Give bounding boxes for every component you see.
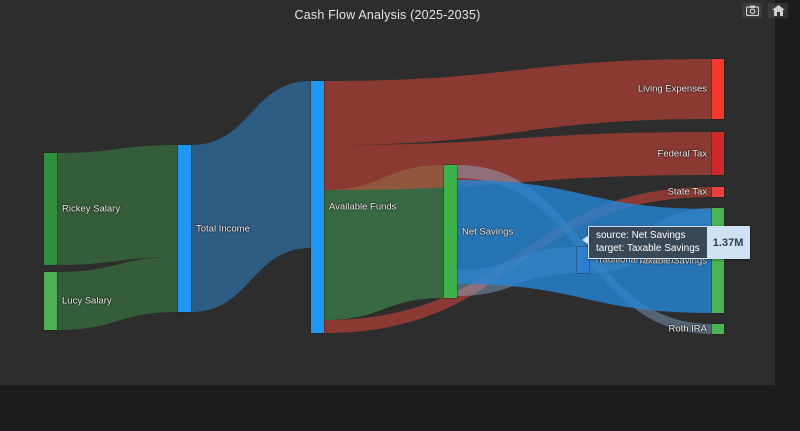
reset-view-button[interactable] (768, 3, 788, 18)
node-federal-tax[interactable] (712, 132, 724, 175)
tooltip-arrow-icon (582, 235, 589, 245)
node-label-state-tax: State Tax (667, 186, 707, 198)
link-rickey-salary-to-total-income[interactable] (57, 145, 178, 265)
node-label-net-savings: Net Savings (462, 226, 514, 237)
node-label-taxable-savings: Taxable Savings (637, 255, 707, 266)
node-taxable-savings[interactable] (712, 208, 724, 313)
tooltip-source-line: source: Net Savings (596, 230, 686, 241)
node-label-available-funds: Available Funds (329, 201, 397, 213)
sankey-plot: Cash Flow Analysis (2025-2035) source: N… (0, 0, 775, 385)
node-traditional-ira-401k[interactable] (577, 247, 589, 273)
node-label-lucy-salary: Lucy Salary (62, 295, 112, 307)
tooltip-value: 1.37M (706, 227, 750, 258)
node-label-traditional-ira-401k: Traditional IRA/401k (594, 254, 680, 266)
camera-icon (745, 5, 759, 16)
node-lucy-salary[interactable] (44, 272, 57, 330)
link-total-income-to-available-funds[interactable] (191, 81, 311, 312)
node-available-funds[interactable] (311, 81, 324, 333)
modebar (742, 3, 788, 18)
home-icon (771, 5, 785, 16)
tooltip-target-line: target: Taxable Savings (596, 242, 700, 254)
node-label-roth-ira: Roth IRA (668, 323, 707, 335)
node-total-income[interactable] (178, 145, 191, 312)
download-plot-button[interactable] (742, 3, 762, 18)
node-label-rickey-salary: Rickey Salary (62, 203, 121, 215)
link-available-funds-to-federal-tax[interactable] (324, 132, 712, 190)
node-state-tax[interactable] (712, 187, 724, 197)
link-net-savings-to-taxable-savings-highlighted[interactable] (457, 180, 712, 313)
link-available-funds-to-living-expenses[interactable] (324, 59, 712, 145)
node-label-living-expenses: Living Expenses (637, 83, 707, 95)
hover-tooltip: source: Net Savings target: Taxable Savi… (582, 226, 751, 259)
node-rickey-salary[interactable] (44, 153, 57, 265)
node-label-federal-tax: Federal Tax (657, 148, 707, 159)
node-net-savings[interactable] (444, 165, 457, 298)
link-available-funds-to-net-savings[interactable] (324, 165, 444, 320)
chart-title: Cash Flow Analysis (2025-2035) (294, 8, 481, 22)
link-lucy-salary-to-total-income[interactable] (57, 257, 178, 330)
node-living-expenses[interactable] (712, 59, 724, 119)
node-label-total-income: Total Income (196, 223, 250, 234)
node-roth-ira[interactable] (712, 324, 724, 334)
sankey-links-svg (57, 59, 712, 334)
